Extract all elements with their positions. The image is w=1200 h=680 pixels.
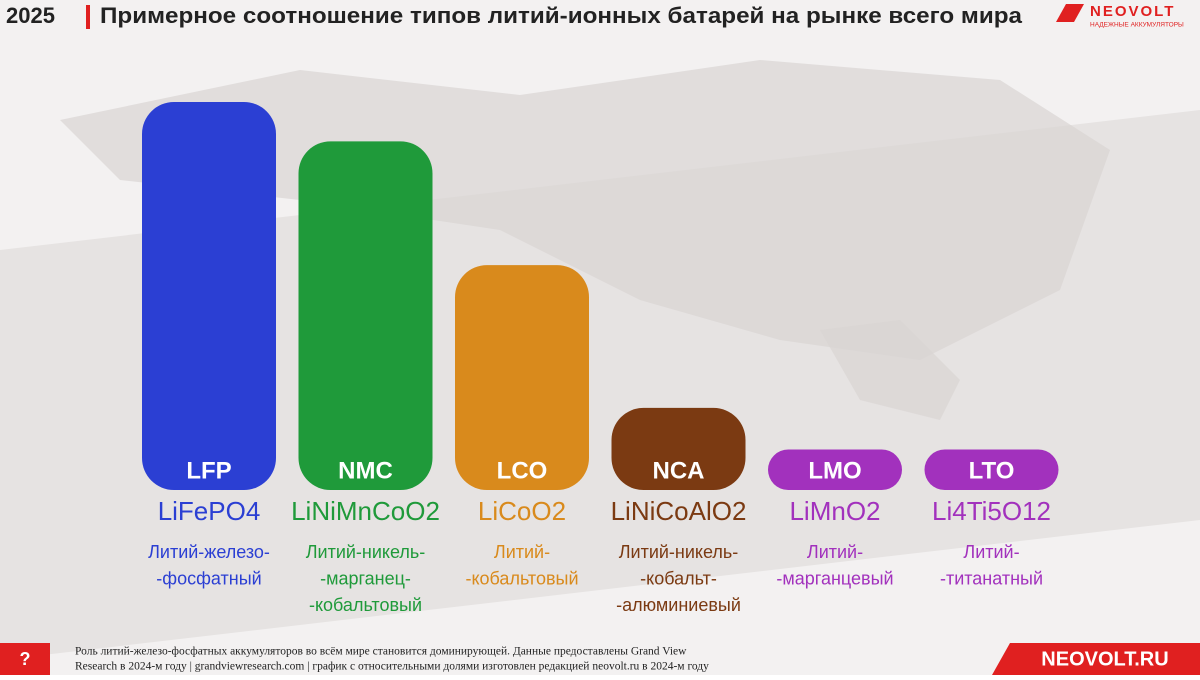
bar — [455, 265, 589, 490]
chemistry-name: -кобальтовый — [465, 568, 578, 588]
brand: NEOVOLT — [1090, 3, 1175, 20]
help-mark[interactable]: ? — [20, 649, 31, 669]
category-label: LTO — [969, 457, 1015, 484]
bar — [924, 449, 1059, 490]
help-box — [0, 643, 50, 675]
category-label: NMC — [338, 457, 393, 484]
chemistry-name: -титанатный — [940, 568, 1043, 588]
chemistry-name: -алюминиевый — [616, 595, 741, 615]
chemistry-name: Литий-никель- — [306, 542, 426, 562]
chemistry-name: Литий- — [494, 542, 550, 562]
formula: LiFePO4 — [158, 496, 261, 526]
bar — [768, 449, 902, 490]
footnote: Research в 2024-м году | grandviewresear… — [75, 661, 709, 673]
chemistry-name: Литий-никель- — [619, 542, 739, 562]
formula: LiCoO2 — [478, 496, 566, 526]
formula: Li4Ti5O12 — [932, 496, 1051, 526]
world-map-asia — [820, 320, 960, 420]
formula: LiMnO2 — [789, 496, 880, 526]
tagline: НАДЕЖНЫЕ АККУМУЛЯТОРЫ — [1090, 22, 1184, 29]
chemistry-name: -кобальт- — [640, 568, 717, 588]
chart-title: Примерное соотношение типов литий-ионных… — [100, 3, 1023, 28]
site-link[interactable]: NEOVOLT.RU — [1041, 648, 1168, 670]
formula: LiNiMnCoO2 — [291, 496, 440, 526]
bars: LFP LiFePO4 Литий-железо- -фосфатный NMC LiNi… — [142, 102, 1059, 615]
chemistry-name: -марганец- — [320, 568, 411, 588]
chemistry-name: Литий-железо- — [148, 542, 270, 562]
chemistry-name: Литий- — [963, 542, 1019, 562]
formula: LiNiCoAlO2 — [611, 496, 747, 526]
category-label: NCA — [653, 457, 705, 484]
chemistry-name: -фосфатный — [156, 568, 261, 588]
category-label: LCO — [497, 457, 548, 484]
bar — [611, 407, 746, 490]
world-map — [60, 60, 1110, 360]
category-label: LMO — [808, 457, 861, 484]
year: 2025 — [6, 3, 55, 28]
divider — [86, 5, 90, 29]
bar — [142, 102, 276, 490]
bar — [298, 141, 433, 491]
site-box — [992, 643, 1200, 675]
category-label: LFP — [186, 457, 231, 484]
logo-icon — [1056, 4, 1084, 22]
footnote: Роль литий-железо-фосфатных аккумуляторо… — [75, 646, 687, 658]
chemistry-name: -кобальтовый — [309, 595, 422, 615]
chemistry-name: Литий- — [807, 542, 863, 562]
chemistry-name: -марганцевый — [776, 568, 893, 588]
